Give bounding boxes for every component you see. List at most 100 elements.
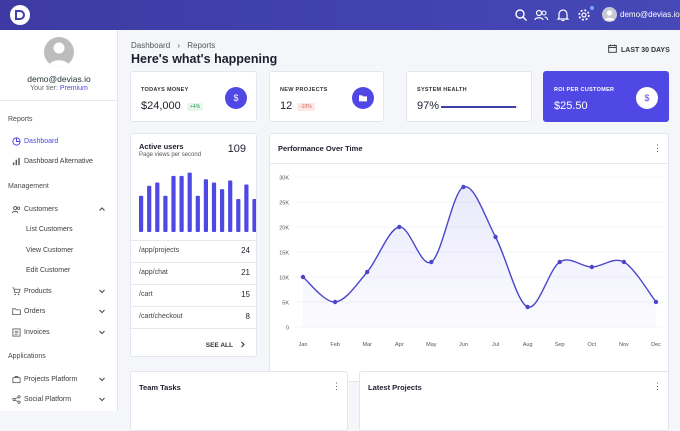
performance-line-chart: 0 5K 10K 15K 20K 25K 30K Jan Feb Mar Apr May Jun Jul A… bbox=[279, 176, 664, 348]
sidebar-user-email: demo@devias.io bbox=[27, 74, 91, 84]
account-email[interactable]: demo@devias.io bbox=[620, 10, 680, 19]
active-users-bar bbox=[147, 185, 152, 232]
active-users-bar bbox=[244, 184, 249, 232]
y-tick-label: 10K bbox=[279, 276, 289, 282]
sidebar-item-projects-platform[interactable]: Projects Platform bbox=[0, 371, 118, 387]
section-applications: Applications bbox=[8, 353, 46, 360]
more-options-icon[interactable]: ⋮ bbox=[332, 381, 341, 391]
kpi-caption: NEW PROJECTS bbox=[280, 87, 328, 93]
chevron-right-icon bbox=[241, 341, 245, 348]
avatar[interactable] bbox=[602, 7, 617, 22]
data-point[interactable] bbox=[332, 299, 338, 305]
more-options-icon[interactable]: ⋮ bbox=[653, 381, 662, 391]
data-point[interactable] bbox=[621, 259, 627, 265]
list-item[interactable]: /cart/checkout 8 bbox=[131, 306, 256, 327]
bell-icon[interactable] bbox=[556, 8, 570, 22]
breadcrumb-reports: Reports bbox=[187, 41, 216, 50]
y-tick-label: 0 bbox=[286, 326, 289, 332]
divider bbox=[270, 163, 668, 164]
sidebar: demo@devias.io Your tier: Premium Report… bbox=[0, 30, 118, 411]
active-users-subtitle: Page views per second bbox=[139, 152, 202, 158]
y-tick-label: 30K bbox=[279, 176, 289, 182]
x-tick-label: Feb bbox=[330, 342, 339, 348]
kpi-value: $25.50 bbox=[554, 100, 588, 112]
x-tick-label: Aug bbox=[523, 342, 533, 348]
kpi-caption: SYSTEM HEALTH bbox=[417, 87, 467, 93]
gear-icon[interactable] bbox=[577, 8, 591, 22]
sidebar-item-view-customer[interactable]: View Customer bbox=[26, 246, 74, 254]
more-options-icon[interactable]: ⋮ bbox=[653, 143, 662, 153]
divider bbox=[0, 100, 118, 101]
active-users-title: Active users bbox=[139, 142, 184, 151]
top-bar: demo@devias.io bbox=[0, 0, 680, 30]
sidebar-item-dashboard-alternative[interactable]: Dashboard Alternative bbox=[0, 153, 118, 169]
breadcrumb-dashboard[interactable]: Dashboard bbox=[131, 41, 171, 50]
chevron-down-icon[interactable] bbox=[98, 375, 106, 383]
dollar-icon[interactable]: $ bbox=[636, 87, 658, 109]
active-users-bar bbox=[195, 195, 200, 232]
data-point[interactable] bbox=[429, 259, 434, 265]
performance-card: Performance Over Time ⋮ 0 5K 10K 15K 20K 25K 3… bbox=[269, 133, 669, 382]
list-item[interactable]: /app/projects 24 bbox=[131, 240, 256, 261]
chevron-down-icon[interactable] bbox=[98, 287, 106, 295]
kpi-card-roi: ROI PER CUSTOMER $25.50 $ bbox=[543, 71, 669, 122]
data-point[interactable] bbox=[364, 269, 370, 275]
x-tick-label: Dec bbox=[651, 342, 661, 348]
active-users-bar bbox=[252, 199, 256, 232]
chevron-down-icon[interactable] bbox=[98, 307, 106, 315]
see-all-button[interactable]: SEE ALL bbox=[206, 341, 246, 349]
y-tick-label: 5K bbox=[282, 301, 289, 307]
page-title: Here's what's happening bbox=[131, 52, 278, 66]
sidebar-item-invoices[interactable]: Invoices bbox=[0, 324, 118, 340]
briefcase-icon bbox=[12, 375, 21, 383]
y-tick-label: 20K bbox=[279, 226, 289, 232]
breadcrumb-separator: › bbox=[177, 41, 181, 50]
kpi-value: 97% bbox=[417, 100, 440, 112]
data-point[interactable] bbox=[557, 259, 562, 265]
active-users-bar-chart bbox=[139, 172, 256, 232]
kpi-card-todays-money: TODAYS MONEY $24,000 +4% $ bbox=[130, 71, 257, 122]
health-progress-track bbox=[441, 106, 518, 108]
sidebar-item-list-customers[interactable]: List Customers bbox=[26, 225, 73, 233]
x-tick-label: Oct bbox=[588, 342, 597, 348]
user-avatar bbox=[44, 37, 74, 67]
latest-projects-title: Latest Projects bbox=[368, 383, 422, 392]
sidebar-item-orders[interactable]: Orders bbox=[0, 303, 118, 319]
list-item[interactable]: /cart 15 bbox=[131, 284, 256, 305]
app-logo-icon[interactable] bbox=[10, 5, 30, 25]
active-users-bar bbox=[236, 199, 241, 232]
x-tick-label: Jul bbox=[492, 342, 499, 348]
list-item[interactable]: /app/chat 21 bbox=[131, 262, 256, 283]
kpi-card-system-health: SYSTEM HEALTH 97% bbox=[406, 71, 532, 122]
data-point[interactable] bbox=[300, 274, 306, 280]
sidebar-item-dashboard[interactable]: Dashboard bbox=[0, 133, 118, 149]
data-point[interactable] bbox=[589, 264, 595, 270]
divider bbox=[131, 328, 256, 329]
folder-icon[interactable] bbox=[352, 87, 374, 109]
data-point[interactable] bbox=[525, 304, 530, 310]
chevron-down-icon[interactable] bbox=[98, 395, 106, 403]
active-users-bar bbox=[211, 182, 217, 232]
x-tick-label: Sep bbox=[555, 342, 565, 348]
search-icon[interactable] bbox=[514, 8, 528, 22]
chevron-up-icon[interactable] bbox=[98, 205, 106, 213]
sidebar-item-edit-customer[interactable]: Edit Customer bbox=[26, 266, 71, 274]
kpi-change-badge: +4% bbox=[187, 103, 204, 111]
sidebar-item-social-platform[interactable]: Social Platform bbox=[0, 391, 118, 407]
health-progress-fill bbox=[441, 106, 516, 108]
sidebar-user-tier: Your tier: Premium bbox=[30, 85, 88, 92]
data-point[interactable] bbox=[461, 184, 466, 190]
date-range-button[interactable]: LAST 30 DAYS bbox=[608, 44, 670, 54]
active-users-bar bbox=[228, 180, 233, 232]
sidebar-item-products[interactable]: Products bbox=[0, 283, 118, 299]
users-icon[interactable] bbox=[534, 8, 548, 22]
dollar-icon[interactable]: $ bbox=[225, 87, 247, 109]
active-users-bar bbox=[171, 175, 176, 232]
chevron-down-icon[interactable] bbox=[98, 328, 106, 336]
data-point[interactable] bbox=[397, 224, 402, 230]
pie-chart-icon bbox=[12, 136, 21, 146]
data-point[interactable] bbox=[653, 299, 659, 305]
data-point[interactable] bbox=[493, 234, 498, 240]
sidebar-item-customers[interactable]: Customers bbox=[0, 201, 118, 217]
kpi-caption: ROI PER CUSTOMER bbox=[554, 87, 615, 93]
